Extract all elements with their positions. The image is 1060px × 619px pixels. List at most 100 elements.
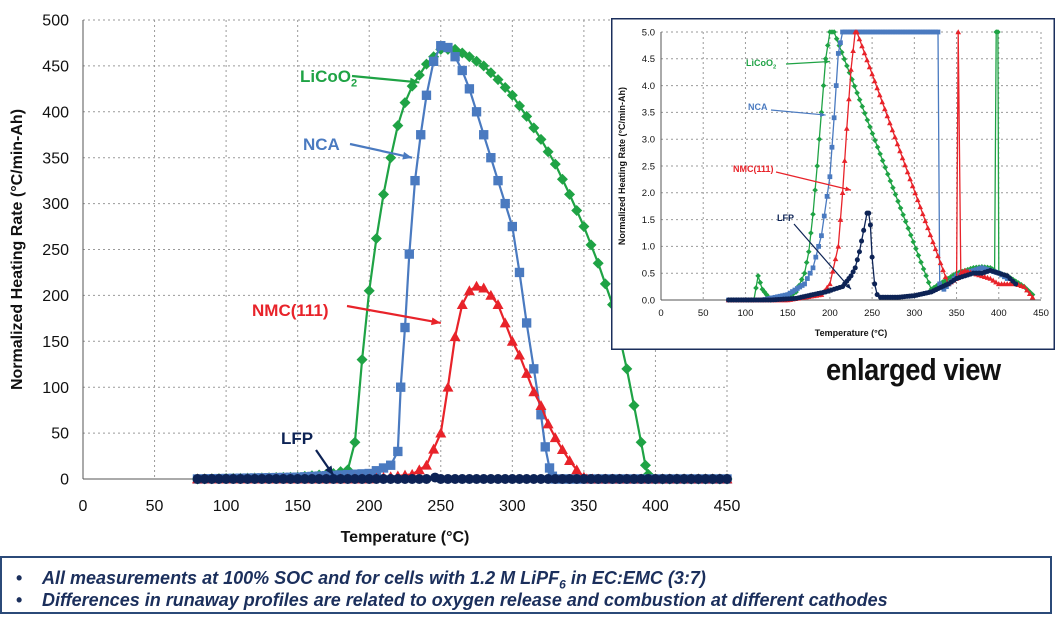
data-point xyxy=(869,254,875,260)
x-tick-label: 400 xyxy=(991,308,1007,319)
data-point xyxy=(902,218,909,225)
data-point xyxy=(485,474,496,484)
data-point xyxy=(869,71,875,77)
data-point xyxy=(884,113,891,119)
data-point xyxy=(639,459,651,471)
x-tick-label: 0 xyxy=(79,498,88,515)
data-point xyxy=(442,474,453,484)
annotation-label: NMC(111) xyxy=(733,164,774,174)
data-point xyxy=(813,254,819,260)
data-point xyxy=(643,474,654,484)
data-point xyxy=(299,474,310,484)
data-point xyxy=(854,257,860,263)
data-point xyxy=(856,96,863,103)
data-point xyxy=(529,364,539,374)
data-point xyxy=(686,474,697,484)
data-point xyxy=(457,474,468,484)
data-point xyxy=(895,29,901,35)
data-point xyxy=(859,103,866,110)
y-tick-label: 100 xyxy=(42,380,69,397)
data-point xyxy=(628,400,640,412)
data-point xyxy=(507,474,518,484)
data-point xyxy=(905,225,912,232)
x-tick-label: 150 xyxy=(780,308,796,319)
data-point xyxy=(910,239,917,245)
data-point xyxy=(907,176,913,182)
annotation-2: NMC(111) xyxy=(252,301,441,326)
data-point xyxy=(854,29,860,35)
note-1-text: All measurements at 100% SOC and for cel… xyxy=(42,568,560,588)
data-point xyxy=(314,474,325,484)
data-point xyxy=(915,29,921,35)
data-point xyxy=(840,29,845,35)
data-point xyxy=(514,267,525,278)
data-point xyxy=(536,474,546,484)
inset-chart: 0 50 100 150 200 250 300 350 400 450 0.0 0.5 1.0 1.5 2… xyxy=(611,18,1055,350)
data-point xyxy=(973,267,979,273)
data-point xyxy=(833,83,839,88)
x-tick-label: 300 xyxy=(499,498,526,515)
annotation-0: LiCoO2 xyxy=(300,67,420,89)
data-point xyxy=(463,51,475,63)
data-point xyxy=(621,363,633,375)
data-point xyxy=(979,265,985,271)
data-point xyxy=(285,474,296,484)
data-point xyxy=(249,474,260,484)
annotation-arrow xyxy=(775,171,852,191)
data-point xyxy=(852,265,858,271)
data-point xyxy=(650,474,661,484)
data-point xyxy=(792,287,798,293)
data-point xyxy=(399,97,411,109)
data-point xyxy=(471,107,482,117)
data-point xyxy=(941,286,947,292)
data-point xyxy=(824,193,830,199)
data-point xyxy=(349,436,361,448)
data-point xyxy=(242,474,253,484)
y-tick-label: 200 xyxy=(42,288,69,305)
y-tick-label: 400 xyxy=(42,104,69,121)
data-point xyxy=(550,474,561,484)
data-point xyxy=(822,56,829,62)
data-point xyxy=(393,446,403,457)
annotation-label: LFP xyxy=(281,429,313,448)
data-point xyxy=(854,90,860,96)
note-1-post: in EC:EMC (3:7) xyxy=(565,568,706,588)
data-point xyxy=(1021,283,1027,289)
data-point xyxy=(940,267,946,273)
data-point xyxy=(848,66,854,72)
data-point xyxy=(798,276,805,283)
data-point xyxy=(879,157,886,164)
data-point xyxy=(471,55,483,67)
data-point xyxy=(478,282,490,293)
data-point xyxy=(228,474,239,484)
data-point xyxy=(599,278,611,290)
y-tick-label: 0 xyxy=(60,472,69,489)
data-point xyxy=(807,270,813,276)
data-point xyxy=(335,474,346,484)
note-1-bullet: • xyxy=(16,568,23,588)
y-tick-label: 250 xyxy=(42,242,69,259)
data-point xyxy=(571,204,583,216)
note-2-text: Differences in runaway profiles are rela… xyxy=(42,590,888,610)
data-point xyxy=(887,120,893,126)
data-point xyxy=(829,144,835,150)
data-point xyxy=(363,285,375,297)
data-point xyxy=(593,474,604,484)
data-point xyxy=(827,281,833,287)
data-point xyxy=(1029,294,1036,300)
data-point xyxy=(349,474,360,484)
data-point xyxy=(543,474,554,484)
data-point xyxy=(841,56,848,62)
data-point xyxy=(927,232,934,238)
data-point xyxy=(976,266,982,272)
data-point xyxy=(507,221,518,232)
data-point xyxy=(874,85,880,91)
data-point xyxy=(872,29,878,35)
data-point xyxy=(549,158,561,170)
data-point xyxy=(785,292,791,298)
x-tick-label: 450 xyxy=(714,498,741,515)
data-point xyxy=(905,29,911,35)
notes-box: • All measurements at 100% SOC and for ce… xyxy=(0,556,1052,614)
data-point xyxy=(843,125,850,131)
data-point xyxy=(900,29,906,35)
